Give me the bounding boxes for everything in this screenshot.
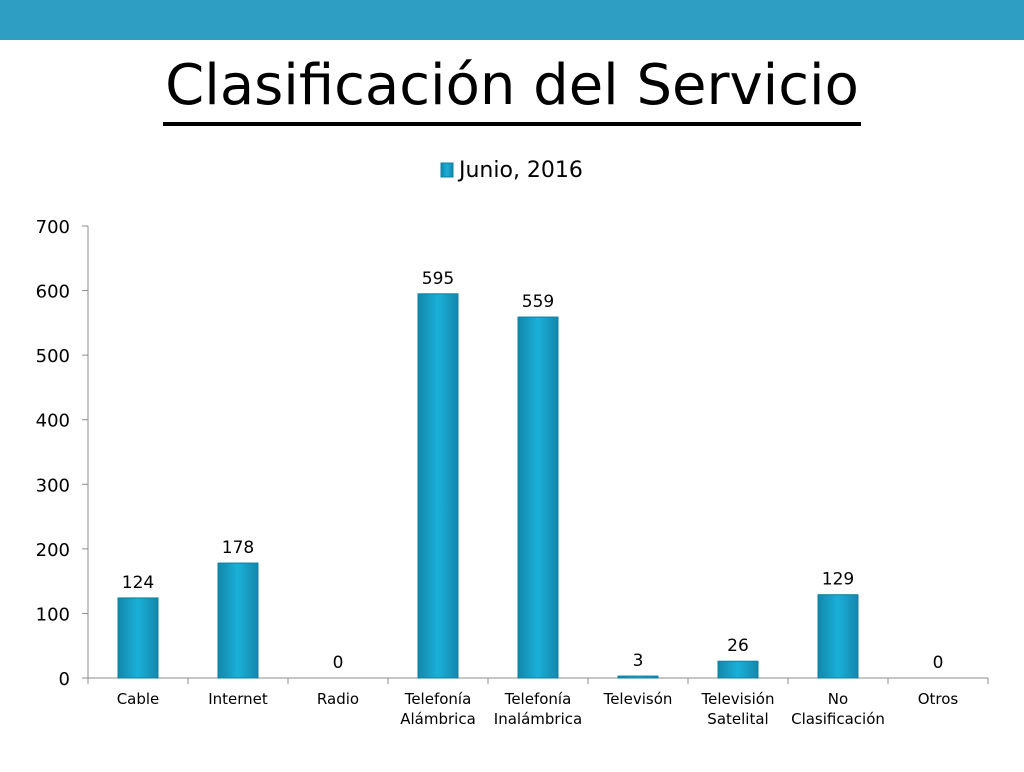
bar xyxy=(117,597,159,679)
slide-title-container: Clasificación del Servicio xyxy=(0,50,1024,126)
bar xyxy=(717,660,759,679)
data-label: 26 xyxy=(727,636,749,656)
y-tick-label: 300 xyxy=(36,475,70,496)
data-label: 129 xyxy=(822,570,854,590)
legend-label: Junio, 2016 xyxy=(457,158,583,183)
x-tick-label: Cable xyxy=(117,690,160,708)
y-tick-label: 600 xyxy=(36,282,70,303)
bar xyxy=(517,316,559,679)
x-tick-label: Internet xyxy=(208,690,268,708)
data-label: 178 xyxy=(222,538,254,558)
data-label: 559 xyxy=(522,292,554,312)
bar xyxy=(217,562,259,679)
data-label: 124 xyxy=(122,573,154,593)
x-tick-label: Otros xyxy=(918,690,959,708)
x-tick-label: Telefonía xyxy=(404,690,472,708)
chart-data-labels: 124 178 0 595 559 3 26 129 0 xyxy=(122,269,944,673)
bar xyxy=(417,293,459,679)
top-accent-bar xyxy=(0,0,1024,40)
x-tick-label: Satelital xyxy=(707,710,768,728)
legend-swatch xyxy=(440,162,454,178)
chart-container: Junio, 2016 0 100 200 300 400 500 600 700 Cable I… xyxy=(0,140,1024,768)
x-tick-label: Clasificación xyxy=(791,710,885,728)
x-tick-label: Televisón xyxy=(603,690,673,708)
bar xyxy=(817,594,859,679)
x-tick-label: No xyxy=(828,690,848,708)
y-tick-label: 400 xyxy=(36,411,70,432)
bar xyxy=(617,675,659,679)
slide-title: Clasificación del Servicio xyxy=(163,50,861,126)
chart-legend: Junio, 2016 xyxy=(440,158,583,183)
data-label: 3 xyxy=(633,651,644,671)
y-tick-label: 500 xyxy=(36,346,70,367)
y-tick-label: 100 xyxy=(36,604,70,625)
chart-bars xyxy=(117,293,859,679)
data-label: 595 xyxy=(422,269,454,289)
data-label: 0 xyxy=(333,653,344,673)
data-label: 0 xyxy=(933,653,944,673)
y-tick-label: 200 xyxy=(36,540,70,561)
y-tick-label: 0 xyxy=(59,669,70,690)
x-tick-label: Inalámbrica xyxy=(494,710,582,728)
x-tick-label: Telefonía xyxy=(504,690,572,708)
y-tick-label: 700 xyxy=(36,217,70,238)
x-tick-label: Alámbrica xyxy=(400,710,476,728)
x-tick-label: Radio xyxy=(317,690,359,708)
x-tick-label: Televisión xyxy=(701,690,775,708)
